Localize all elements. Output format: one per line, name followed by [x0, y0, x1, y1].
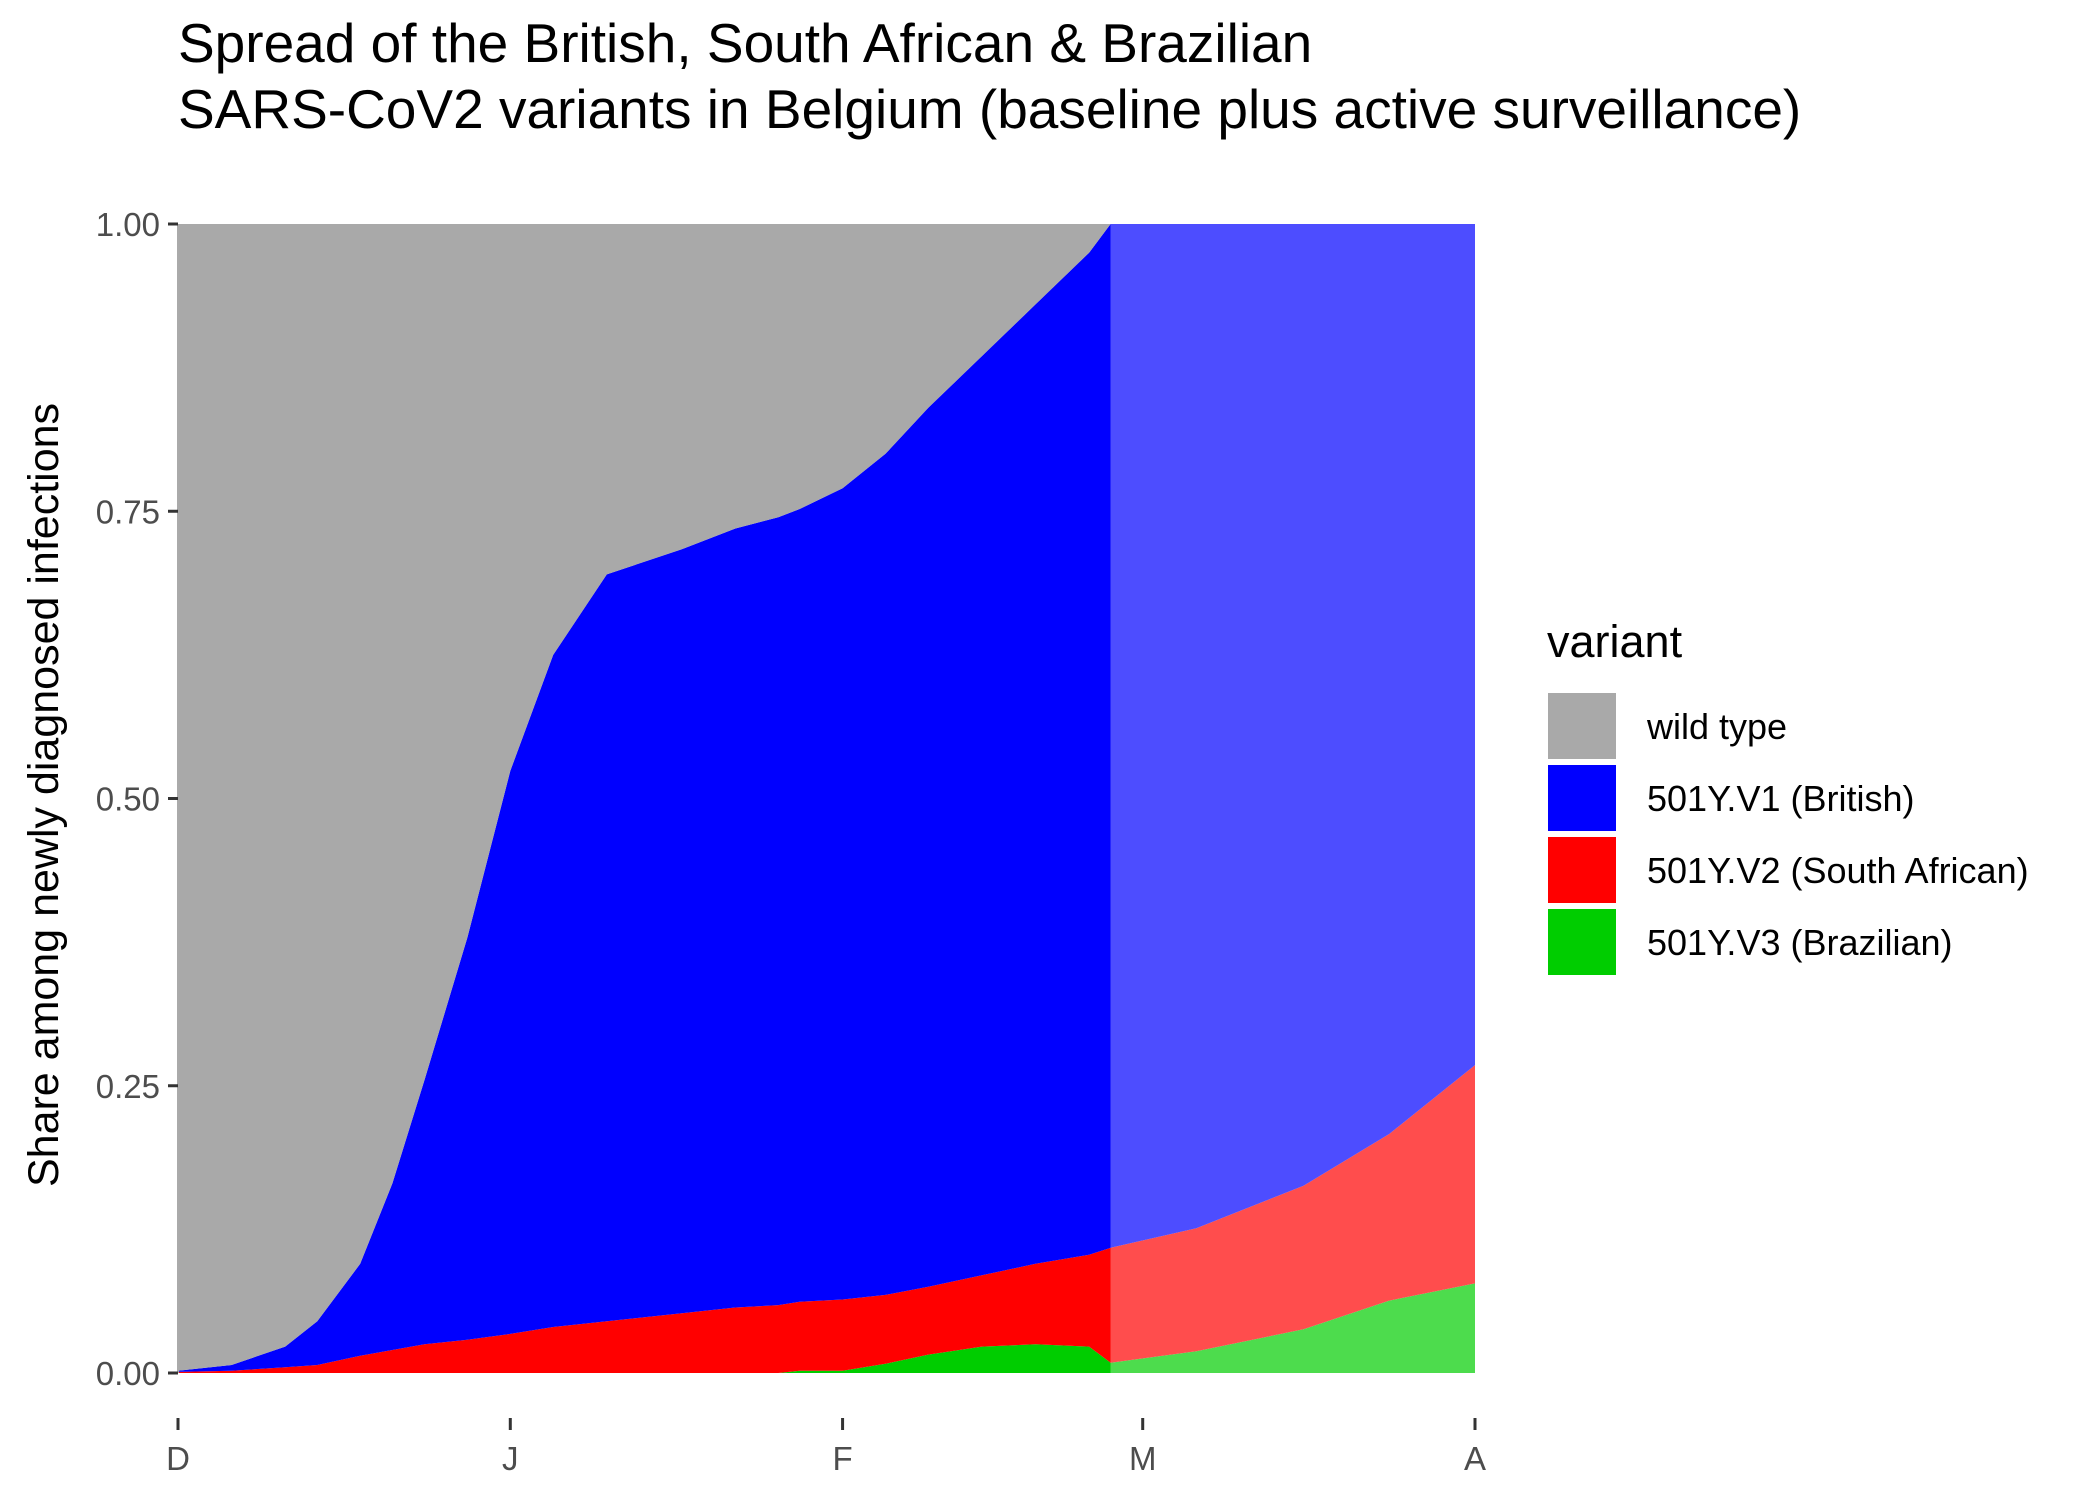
x-tick-label: D [166, 1440, 190, 1477]
legend-label-wild-type: wild type [1646, 706, 1787, 747]
area-501y-v3-brazilian-projected [1110, 1283, 1475, 1373]
legend-label-501y-v1-british: 501Y.V1 (British) [1647, 778, 1914, 819]
legend: variant wild type 501Y.V1 (British) 501Y.V… [1547, 616, 2029, 975]
area-501y-v2-south-african-observed [178, 1247, 1111, 1373]
y-axis-title: Share among newly diagnosed infections [20, 403, 68, 1187]
legend-key-501y-v2-south-african [1548, 837, 1616, 903]
x-tick-label: J [502, 1440, 519, 1477]
plot-areas [178, 224, 1475, 1373]
x-tick-label: A [1464, 1440, 1486, 1477]
legend-key-wild-type [1548, 693, 1616, 759]
chart-title: Spread of the British, South African & B… [178, 12, 1801, 140]
legend-key-501y-v3-brazilian [1548, 909, 1616, 975]
y-tick-label: 1.00 [96, 206, 160, 243]
y-axis: 0.00 0.25 0.50 0.75 1.00 [96, 206, 179, 1392]
legend-label-501y-v2-south-african: 501Y.V2 (South African) [1647, 850, 2029, 891]
y-tick-label: 0.75 [96, 493, 160, 530]
area-501y-v2-south-african-projected [1110, 1065, 1475, 1363]
y-tick-label: 0.50 [96, 781, 160, 818]
area-501y-v1-british-observed [178, 224, 1111, 1372]
chart-title-line-1: Spread of the British, South African & B… [178, 12, 1312, 74]
x-tick-label: F [832, 1440, 852, 1477]
x-tick-label: M [1129, 1440, 1157, 1477]
legend-label-501y-v3-brazilian: 501Y.V3 (Brazilian) [1647, 922, 1953, 963]
legend-title: variant [1547, 616, 1683, 667]
y-tick-label: 0.25 [96, 1068, 160, 1105]
chart-title-line-2: SARS-CoV2 variants in Belgium (baseline … [178, 78, 1801, 140]
area-501y-v3-brazilian-observed [178, 1344, 1111, 1373]
area-wild-type-observed [178, 224, 1111, 1371]
area-501y-v1-british-projected [1110, 224, 1475, 1248]
legend-key-501y-v1-british [1548, 765, 1616, 831]
y-tick-label: 0.00 [96, 1355, 160, 1392]
